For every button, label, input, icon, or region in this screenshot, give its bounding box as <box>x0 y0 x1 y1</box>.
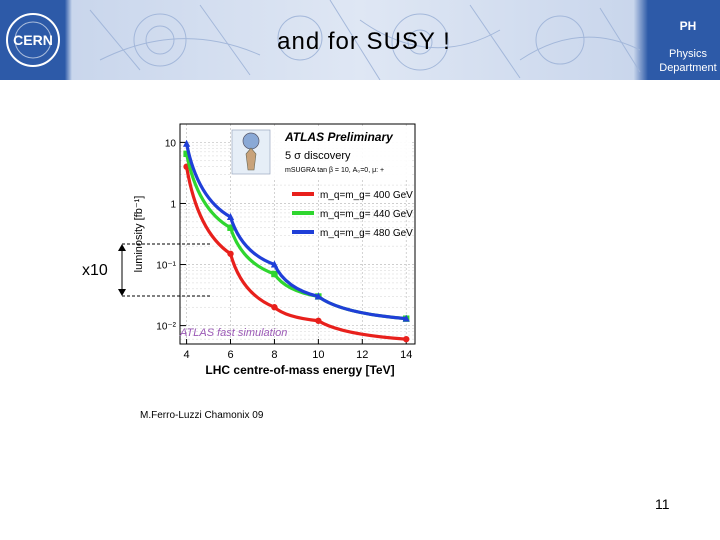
legend-label: m_q=m_g= 480 GeV <box>320 228 413 239</box>
data-point <box>271 304 278 311</box>
cern-logo: CERN <box>6 13 60 67</box>
x-tick-label: 12 <box>356 349 368 361</box>
cern-logo-text: CERN <box>13 32 53 48</box>
y-tick-label: 10 <box>165 138 177 149</box>
x-tick-label: 4 <box>184 349 190 361</box>
data-point <box>227 224 234 231</box>
page-number: 11 <box>655 496 670 512</box>
legend-label: m_q=m_g= 400 GeV <box>320 190 413 201</box>
series <box>182 139 410 343</box>
x-tick-label: 14 <box>400 349 412 361</box>
plot-frame <box>179 123 416 345</box>
chart-title: ATLAS Preliminary <box>284 130 394 144</box>
data-point <box>271 270 278 278</box>
x-tick-label: 10 <box>312 349 324 361</box>
susy-discovery-chart: 4 6 8 10 12 14 10⁻² 10⁻¹ 1 10 ATLAS Preliminary 5… <box>133 123 416 377</box>
data-point <box>403 335 410 343</box>
data-point <box>183 150 190 158</box>
y-tick-label: 10⁻¹ <box>156 261 176 272</box>
y-tick-label: 1 <box>170 199 176 210</box>
x-tick-label: 8 <box>271 349 277 361</box>
data-point <box>402 314 410 322</box>
dept-line1: Physics <box>669 48 707 60</box>
chart-subtitle: 5 σ discovery <box>285 150 351 162</box>
x-axis-label: LHC centre-of-mass energy [TeV] <box>205 363 394 377</box>
data-point <box>314 292 322 300</box>
dept-abbr: PH <box>680 19 697 33</box>
data-point <box>226 213 235 221</box>
axis-ticks: 4 6 8 10 12 14 10⁻² 10⁻¹ 1 10 <box>156 138 412 361</box>
legend-label: m_q=m_g= 440 GeV <box>320 209 413 220</box>
model-label: mSUGRA tan β = 10, A₀=0, μ: + <box>285 167 384 174</box>
header-banner: CERN PH Physics Department <box>0 0 720 80</box>
factor-label: x10 <box>82 262 108 279</box>
legend: m_q=m_g= 400 GeV m_q=m_g= 440 GeV m_q=m_g=… <box>292 190 413 239</box>
data-point <box>270 260 279 268</box>
watermark: ATLAS fast simulation <box>179 327 287 339</box>
data-point <box>315 317 322 324</box>
dept-block: PH Physics Department <box>659 19 716 74</box>
y-axis-label: luminosity [fb⁻¹] <box>133 196 145 273</box>
credit-text: M.Ferro-Luzzi Chamonix 09 <box>140 410 264 421</box>
dept-line2: Department <box>659 62 716 74</box>
atlas-figure-icon <box>231 129 271 175</box>
slide-title: and for SUSY ! <box>277 28 451 55</box>
y-tick-label: 10⁻² <box>156 322 176 333</box>
x-tick-label: 6 <box>227 349 233 361</box>
data-point <box>182 139 191 147</box>
data-point <box>227 250 234 257</box>
chart-header-box: ATLAS Preliminary 5 σ discovery mSUGRA t… <box>231 128 410 178</box>
